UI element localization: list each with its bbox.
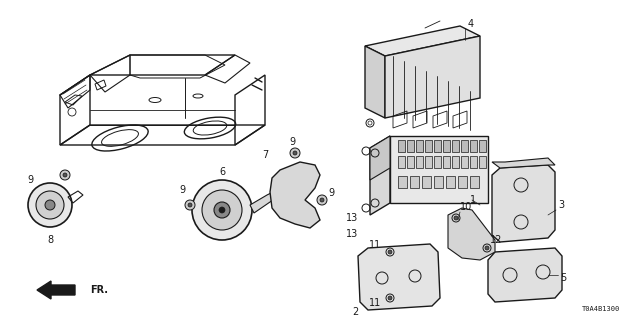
Circle shape xyxy=(320,198,324,202)
Text: 13: 13 xyxy=(346,213,358,223)
Bar xyxy=(407,140,414,152)
Text: 12: 12 xyxy=(490,235,502,245)
Text: 9: 9 xyxy=(27,175,33,185)
Bar xyxy=(410,176,419,188)
Circle shape xyxy=(293,151,297,155)
Circle shape xyxy=(28,183,72,227)
Circle shape xyxy=(388,250,392,254)
Polygon shape xyxy=(448,208,495,260)
Polygon shape xyxy=(370,136,390,215)
Text: 8: 8 xyxy=(47,235,53,245)
Circle shape xyxy=(60,170,70,180)
Bar xyxy=(443,156,450,168)
Bar xyxy=(470,176,479,188)
Circle shape xyxy=(202,190,242,230)
Circle shape xyxy=(454,216,458,220)
Circle shape xyxy=(214,202,230,218)
Polygon shape xyxy=(370,136,390,180)
FancyArrow shape xyxy=(37,281,75,299)
Text: FR.: FR. xyxy=(90,285,108,295)
Text: 1: 1 xyxy=(470,195,476,205)
Bar xyxy=(470,140,477,152)
Bar xyxy=(458,176,467,188)
Text: 9: 9 xyxy=(289,137,295,147)
Circle shape xyxy=(36,191,64,219)
Bar xyxy=(416,140,423,152)
Text: 7: 7 xyxy=(262,150,268,160)
Bar xyxy=(434,140,441,152)
Circle shape xyxy=(290,148,300,158)
Bar xyxy=(479,156,486,168)
Bar xyxy=(425,140,432,152)
Text: T0A4B1300: T0A4B1300 xyxy=(582,306,620,312)
Circle shape xyxy=(63,173,67,177)
Polygon shape xyxy=(270,162,320,228)
Text: 11: 11 xyxy=(369,240,381,250)
Bar xyxy=(416,156,423,168)
Polygon shape xyxy=(385,36,480,118)
Circle shape xyxy=(219,207,225,213)
Bar xyxy=(398,140,405,152)
Text: 3: 3 xyxy=(558,200,564,210)
Polygon shape xyxy=(365,26,480,56)
Text: 4: 4 xyxy=(468,19,474,29)
Bar xyxy=(461,140,468,152)
Polygon shape xyxy=(492,165,555,242)
Bar xyxy=(446,176,455,188)
Bar xyxy=(398,176,407,188)
Bar xyxy=(398,156,405,168)
Bar xyxy=(434,176,443,188)
Circle shape xyxy=(192,180,252,240)
Bar xyxy=(479,140,486,152)
Text: 10: 10 xyxy=(460,202,472,212)
Polygon shape xyxy=(358,244,440,310)
Text: 9: 9 xyxy=(179,185,185,195)
Polygon shape xyxy=(365,46,385,118)
Text: 11: 11 xyxy=(369,298,381,308)
Circle shape xyxy=(45,200,55,210)
Text: 2: 2 xyxy=(352,307,358,317)
Circle shape xyxy=(388,296,392,300)
Bar xyxy=(452,140,459,152)
Bar xyxy=(443,140,450,152)
Polygon shape xyxy=(390,136,488,203)
Polygon shape xyxy=(488,248,562,302)
Circle shape xyxy=(317,195,327,205)
Bar xyxy=(407,156,414,168)
Bar xyxy=(461,156,468,168)
Circle shape xyxy=(188,203,192,207)
Bar xyxy=(434,156,441,168)
Bar xyxy=(470,156,477,168)
Bar xyxy=(425,156,432,168)
Text: 6: 6 xyxy=(219,167,225,177)
Polygon shape xyxy=(250,190,280,213)
Text: 9: 9 xyxy=(328,188,334,198)
Circle shape xyxy=(185,200,195,210)
Text: 13: 13 xyxy=(346,229,358,239)
Bar xyxy=(452,156,459,168)
Text: 5: 5 xyxy=(560,273,566,283)
Circle shape xyxy=(485,246,489,250)
Polygon shape xyxy=(492,158,555,168)
Bar xyxy=(422,176,431,188)
